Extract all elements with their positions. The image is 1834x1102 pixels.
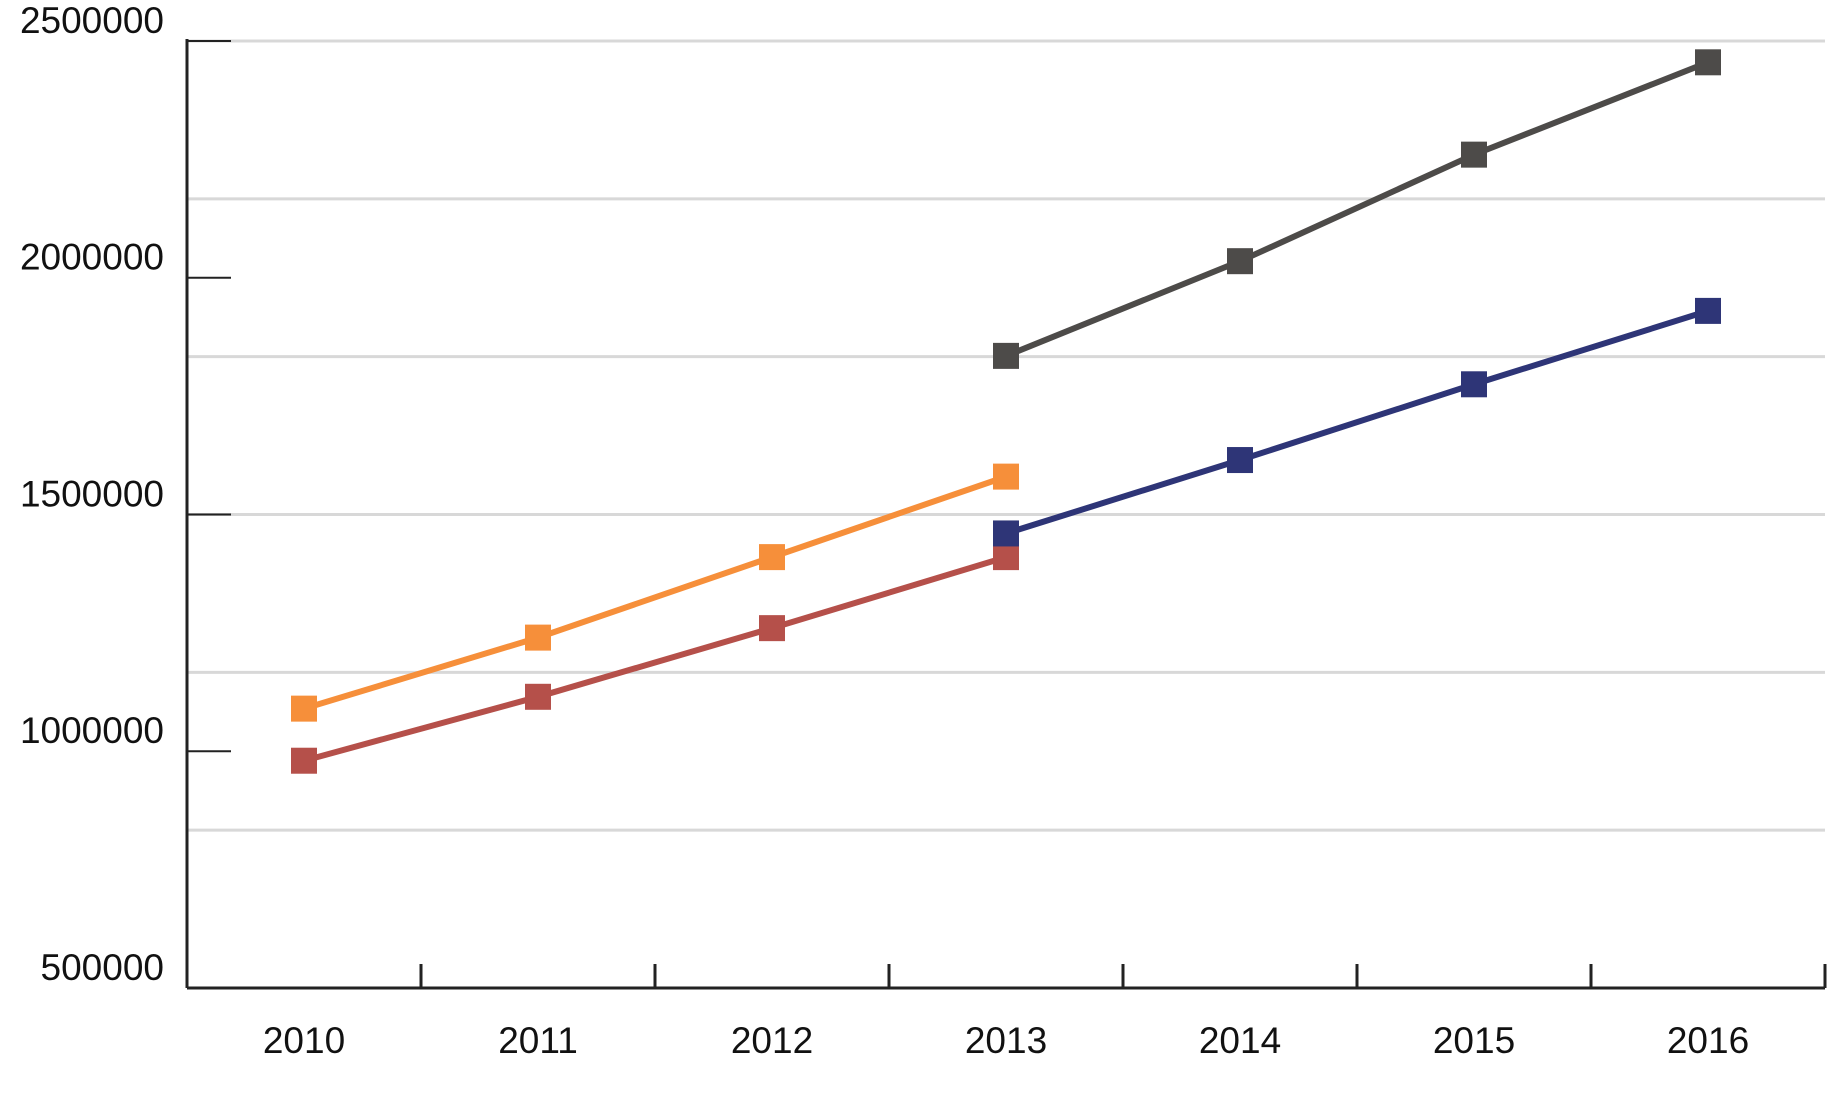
x-tick-label: 2016 bbox=[1667, 1020, 1749, 1061]
series-line bbox=[303, 554, 1007, 764]
marker bbox=[1695, 49, 1721, 76]
marker bbox=[1461, 141, 1487, 168]
x-tick-label: 2011 bbox=[498, 1020, 578, 1061]
marker bbox=[1461, 371, 1487, 398]
x-tick-label: 2013 bbox=[965, 1020, 1047, 1061]
x-tick-label: 2015 bbox=[1433, 1020, 1515, 1061]
marker bbox=[1227, 447, 1253, 474]
x-tick-label: 2010 bbox=[263, 1020, 345, 1061]
marker bbox=[525, 683, 551, 710]
marker bbox=[759, 615, 785, 642]
y-tick-label: 1000000 bbox=[20, 710, 164, 751]
series-line bbox=[1005, 308, 1709, 537]
series-line bbox=[303, 473, 1007, 712]
marker bbox=[291, 747, 317, 774]
x-tick-label: 2012 bbox=[731, 1020, 813, 1061]
marker bbox=[525, 624, 551, 651]
series-line bbox=[1004, 59, 1710, 359]
y-tick-label: 2000000 bbox=[20, 237, 164, 278]
y-tick-label: 500000 bbox=[41, 947, 164, 988]
marker bbox=[993, 544, 1019, 571]
marker bbox=[759, 544, 785, 571]
marker bbox=[1227, 248, 1253, 275]
x-tick-label: 2014 bbox=[1199, 1020, 1281, 1061]
marker bbox=[993, 342, 1019, 369]
marker bbox=[291, 695, 317, 722]
y-tick-label: 2500000 bbox=[20, 0, 164, 41]
marker bbox=[1695, 297, 1721, 324]
y-tick-label: 1500000 bbox=[20, 473, 164, 514]
marker bbox=[993, 520, 1019, 547]
marker bbox=[993, 463, 1019, 490]
